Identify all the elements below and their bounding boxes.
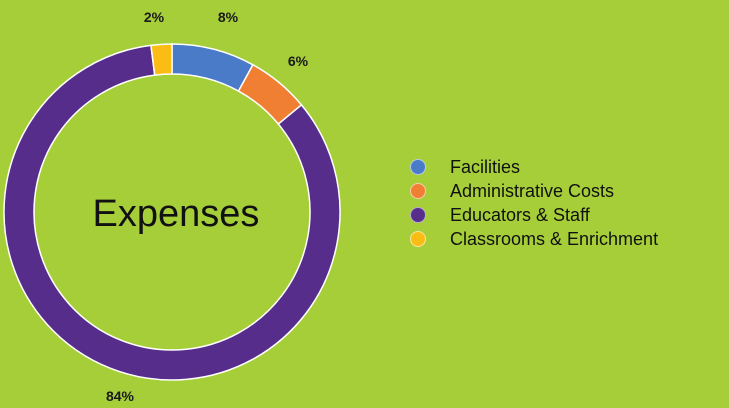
- legend-item: Administrative Costs: [410, 180, 658, 202]
- legend-swatch: [410, 159, 426, 175]
- slice-label-classrooms-enrichment: 2%: [144, 9, 165, 25]
- legend-swatch: [410, 183, 426, 199]
- legend-swatch: [410, 231, 426, 247]
- slice-label-facilities: 8%: [218, 9, 239, 25]
- slice-facilities: [171, 43, 254, 93]
- slice-classrooms-enrichment: [150, 43, 173, 76]
- donut-slices: [3, 43, 341, 381]
- legend-label: Classrooms & Enrichment: [450, 228, 659, 249]
- chart-legend: Facilities Administrative Costs Educators …: [410, 156, 658, 250]
- legend-item: Facilities: [410, 156, 658, 178]
- slice-labels: 8% 6% 84% 2%: [106, 9, 309, 404]
- legend-item: Educators & Staff: [410, 204, 658, 226]
- legend-label: Educators & Staff: [450, 204, 590, 225]
- slice-label-administrative-costs: 6%: [288, 53, 309, 69]
- legend-label: Administrative Costs: [450, 180, 615, 201]
- slice-educators-staff: [3, 44, 341, 381]
- legend-item: Classrooms & Enrichment: [410, 228, 658, 250]
- legend-label: Facilities: [450, 156, 521, 177]
- chart-title: Expenses: [93, 193, 260, 235]
- legend-swatch: [410, 207, 426, 223]
- slice-label-educators-staff: 84%: [106, 388, 135, 404]
